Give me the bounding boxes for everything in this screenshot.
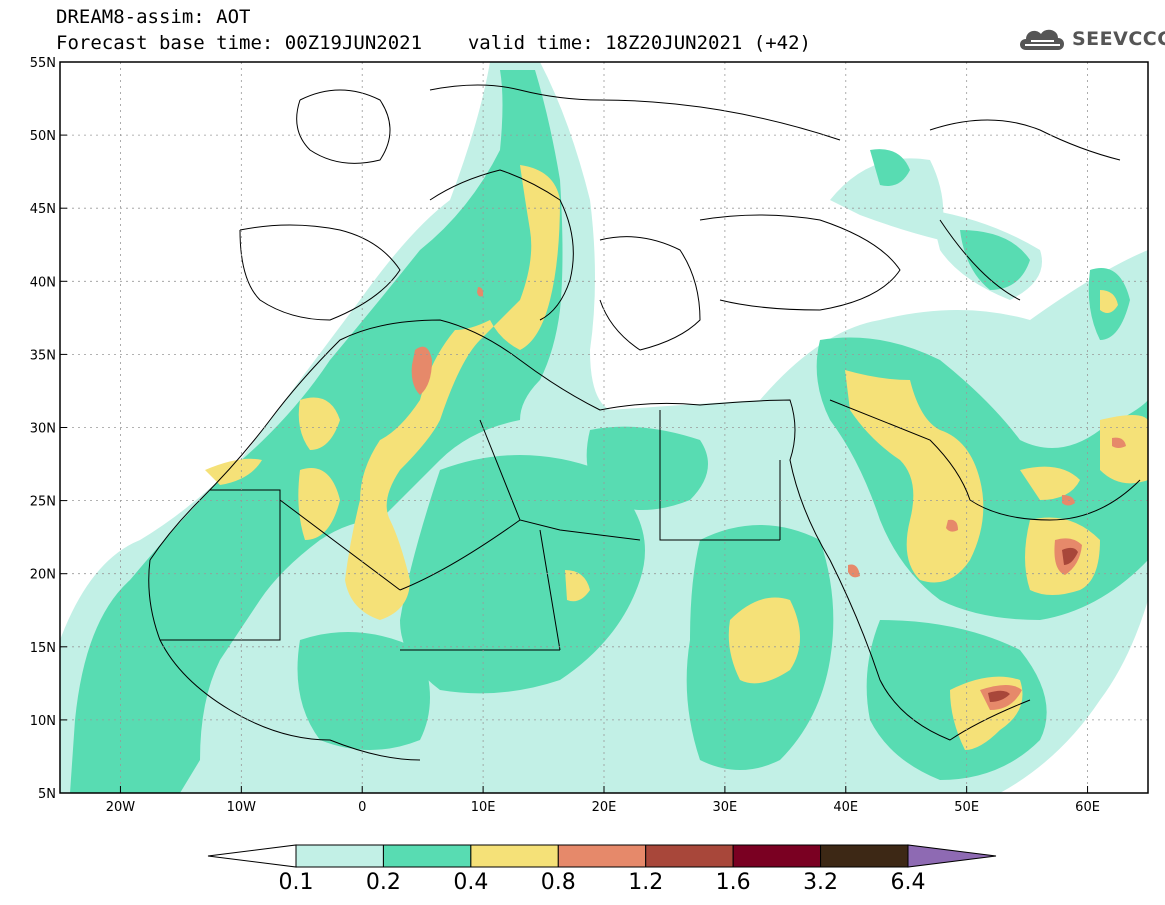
lat-tick-label: 10N (30, 714, 56, 729)
lon-tick-label: 50E (954, 800, 979, 815)
map-grid (60, 62, 1148, 793)
colorbar-label: 3.2 (803, 870, 839, 895)
lon-tick-label: 10W (227, 800, 257, 815)
latitude-labels: 5N 10N 15N 20N 25N 30N 35N 40N 45N 50N 55N (30, 56, 56, 802)
lon-tick-label: 20E (592, 800, 617, 815)
lat-tick-label: 55N (30, 56, 56, 71)
base-time-label: Forecast base time: 00Z19JUN2021 (56, 32, 423, 54)
colorbar (207, 844, 997, 868)
lat-tick-label: 5N (38, 787, 56, 802)
colorbar-swatch (820, 844, 909, 868)
colorbar-label: 0.4 (453, 870, 489, 895)
lat-tick-label: 20N (30, 568, 56, 583)
colorbar-swatch (645, 844, 734, 868)
colorbar-label: 1.6 (715, 870, 751, 895)
lon-tick-label: 60E (1075, 800, 1100, 815)
valid-time-label: valid time: 18Z20JUN2021 (+42) (467, 32, 811, 54)
lon-tick-label: 40E (833, 800, 858, 815)
cloud-icon (1020, 29, 1064, 50)
colorbar-swatch (557, 844, 647, 868)
colorbar-swatch (382, 844, 472, 868)
logo-text: SEEVCCC (1072, 28, 1165, 50)
lon-tick-label: 10E (471, 800, 496, 815)
coastlines (148, 84, 1141, 761)
axis-ticks (60, 61, 1089, 794)
colorbar-swatch (470, 844, 559, 868)
lat-tick-label: 40N (30, 275, 56, 290)
lat-tick-label: 15N (30, 641, 56, 656)
lon-tick-label: 0 (358, 800, 366, 815)
lat-tick-label: 35N (30, 348, 56, 363)
map-subtitle: Forecast base time: 00Z19JUN2021 valid t… (56, 32, 811, 54)
colorbar-label: 0.1 (278, 870, 314, 895)
lat-tick-label: 25N (30, 495, 56, 510)
lon-tick-label: 20W (106, 800, 136, 815)
lat-tick-label: 50N (30, 129, 56, 144)
lon-tick-label: 30E (713, 800, 738, 815)
aot-field (60, 62, 1148, 793)
map-title: DREAM8-assim: AOT (56, 6, 251, 28)
colorbar-swatch (295, 844, 384, 868)
lat-tick-label: 30N (30, 422, 56, 437)
aot-band-1.2 (988, 547, 1078, 702)
seevccc-logo: SEEVCCC (1016, 24, 1165, 54)
colorbar-label: 0.8 (540, 870, 576, 895)
colorbar-label: 0.2 (365, 870, 401, 895)
colorbar-swatch (732, 844, 822, 868)
longitude-labels: 20W 10W 0 10E 20E 30E 40E 50E 60E (106, 800, 1100, 815)
lat-tick-label: 45N (30, 202, 56, 217)
colorbar-under-arrow (207, 844, 297, 868)
colorbar-label: 6.4 (890, 870, 926, 895)
colorbar-over-arrow (907, 844, 997, 868)
colorbar-label: 1.2 (628, 870, 664, 895)
